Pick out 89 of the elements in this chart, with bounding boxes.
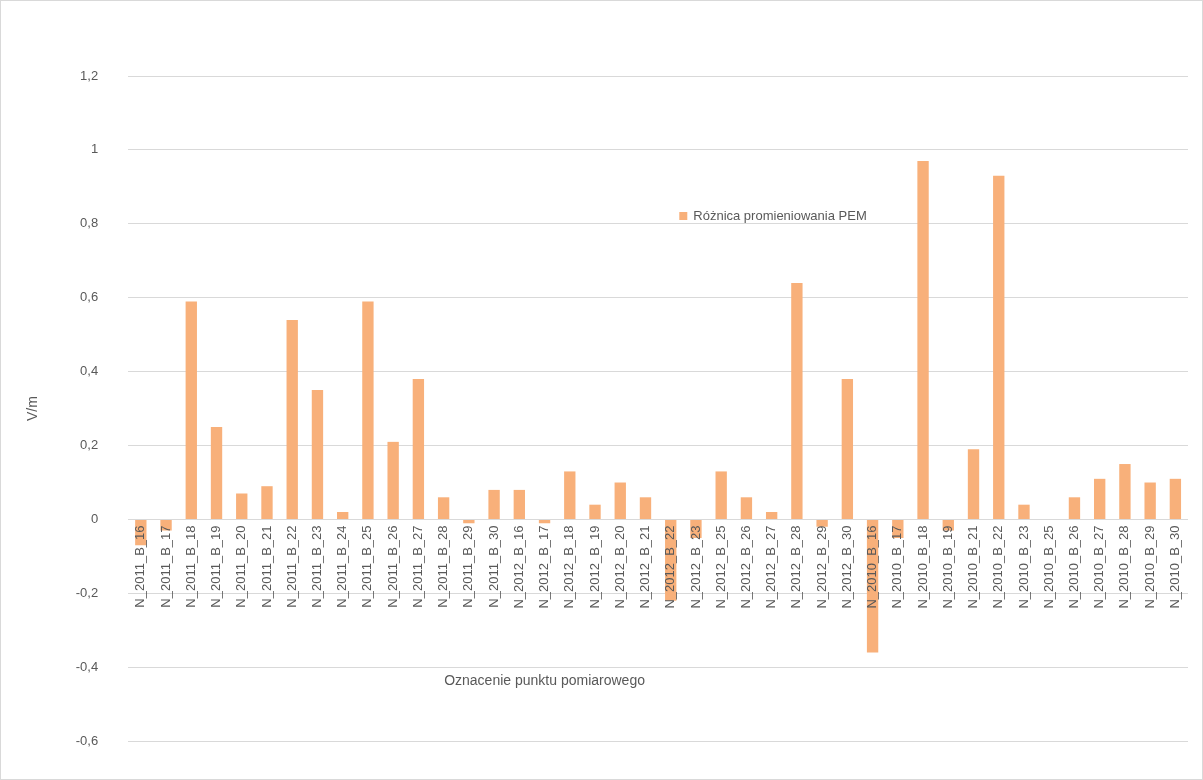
x-tick-label: N_2010_B_27 <box>1091 525 1107 609</box>
bar <box>210 427 223 519</box>
x-tick-label: N_2012_B_17 <box>536 525 552 609</box>
x-tick-label: N_2012_B_29 <box>813 525 829 609</box>
bar <box>387 441 399 519</box>
x-tick-label: N_2011_B_21 <box>258 525 274 608</box>
y-tick-label: 0,4 <box>80 363 99 379</box>
bar <box>589 504 601 519</box>
y-tick-label: 0,6 <box>80 289 99 305</box>
bar <box>1169 478 1182 519</box>
x-tick-label: N_2011_B_20 <box>233 525 249 608</box>
x-tick-label: N_2010_B_25 <box>1040 525 1056 609</box>
x-tick-label: N_2012_B_21 <box>637 525 653 609</box>
legend-label: Różnica promieniowania PEM <box>693 207 867 223</box>
bar <box>1068 497 1081 519</box>
x-tick-label: N_2010_B_23 <box>1015 525 1031 609</box>
x-tick-label: N_2010_B_17 <box>889 525 905 609</box>
bar <box>816 519 828 527</box>
bar <box>791 282 803 519</box>
bar <box>639 497 652 519</box>
bar <box>614 482 626 519</box>
bar <box>488 489 500 519</box>
x-tick-label: N_2011_B_22 <box>283 525 299 608</box>
bar <box>362 301 374 519</box>
x-tick-label: N_2012_B_19 <box>586 525 602 609</box>
x-tick-label: N_2012_B_26 <box>738 525 753 609</box>
x-tick-label: N_2010_B_29 <box>1141 525 1157 609</box>
bar <box>286 319 298 519</box>
x-tick-label: N_2012_B_27 <box>763 525 779 609</box>
bar <box>538 519 551 524</box>
bar <box>513 489 525 519</box>
y-axis-title: V/m <box>24 396 41 422</box>
x-tick-label: N_2012_B_20 <box>611 525 627 609</box>
bar <box>917 161 929 519</box>
x-tick-label: N_2010_B_28 <box>1116 525 1132 609</box>
x-tick-label: N_2012_B_25 <box>712 525 728 609</box>
x-axis-title: Oznacenie punktu pomiarowego <box>444 672 646 689</box>
bar <box>185 301 197 519</box>
x-tick-label: N_2010_B_18 <box>914 525 930 609</box>
x-tick-label: N_2010_B_19 <box>939 525 955 609</box>
bar <box>463 519 475 524</box>
y-tick-label: -0,2 <box>75 584 99 600</box>
x-tick-label: N_2011_B_30 <box>485 525 501 608</box>
x-tick-label: N_2012_B_16 <box>510 525 526 609</box>
bar <box>1018 504 1030 519</box>
x-tick-label: N_2011_B_25 <box>359 525 375 608</box>
x-tick-label: N_2012_B_23 <box>687 525 703 609</box>
x-tick-label: N_2011_B_24 <box>334 525 350 608</box>
bar <box>311 390 324 519</box>
x-tick-label: N_2010_B_26 <box>1066 525 1082 609</box>
x-tick-label: N_2011_B_28 <box>435 525 451 608</box>
bar <box>967 449 980 519</box>
x-tick-label: N_2010_B_30 <box>1166 525 1182 609</box>
x-tick-label: N_2012_B_22 <box>662 525 678 609</box>
x-tick-label: N_2011_B_29 <box>460 525 476 608</box>
y-tick-label: -0,4 <box>75 658 99 674</box>
y-tick-label: 0,8 <box>80 215 99 231</box>
bar <box>1094 478 1106 519</box>
x-tick-label: N_2011_B_16 <box>132 525 148 608</box>
x-tick-label: N_2010_B_21 <box>965 525 981 609</box>
y-tick-label: 0,2 <box>80 437 99 453</box>
bar <box>236 493 248 519</box>
x-tick-label: N_2011_B_19 <box>208 525 224 608</box>
y-tick-label: 0 <box>90 511 99 527</box>
bar <box>437 497 450 519</box>
x-tick-label: N_2012_B_18 <box>561 525 577 609</box>
x-tick-label: N_2010_B_16 <box>864 525 880 609</box>
bar <box>740 497 753 519</box>
x-tick-label: N_2011_B_17 <box>157 525 173 608</box>
x-tick-label: N_2011_B_23 <box>309 525 325 608</box>
x-tick-label: N_2010_B_22 <box>990 525 1006 609</box>
bar <box>715 471 727 519</box>
bar <box>765 512 778 519</box>
y-tick-label: 1 <box>90 141 99 157</box>
y-tick-label: 1,2 <box>80 67 99 83</box>
x-tick-label: N_2012_B_28 <box>788 525 804 609</box>
bar <box>564 471 576 519</box>
bar <box>337 512 349 519</box>
bar <box>261 486 273 519</box>
bar <box>841 379 854 519</box>
x-tick-label: N_2011_B_18 <box>182 525 198 608</box>
x-tick-label: N_2011_B_26 <box>384 525 400 608</box>
x-tick-label: N_2012_B_30 <box>838 525 854 609</box>
x-tick-label: N_2011_B_27 <box>409 525 425 608</box>
bar <box>1144 482 1156 519</box>
y-tick-label: -0,6 <box>75 732 99 748</box>
bar <box>993 175 1005 519</box>
bar <box>1119 464 1131 519</box>
bar <box>412 379 425 519</box>
